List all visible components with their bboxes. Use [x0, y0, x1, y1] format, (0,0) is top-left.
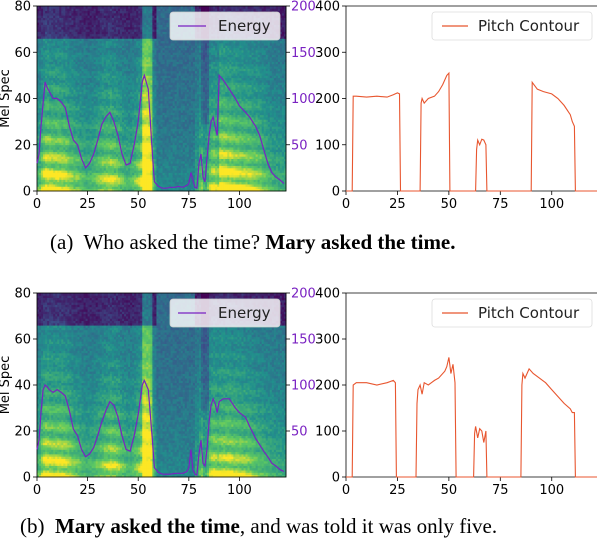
- mel-xtick-label: 50: [130, 483, 147, 498]
- caption-b-tail: , and was told it was only five.: [240, 514, 497, 538]
- pitch-legend-label: Pitch Contour: [478, 304, 580, 322]
- mel-ytick-label: 80: [14, 0, 31, 15]
- pitch-line-a: [346, 73, 597, 191]
- mel-xtick-label: 100: [227, 197, 252, 212]
- pitch-line-b: [346, 357, 597, 477]
- pitch-xtick-label: 25: [389, 483, 406, 498]
- pitch-xtick-label: 75: [492, 197, 509, 212]
- panel-a: 0 20 40 60 80 0 25 50 75 100 Mel Spec 50 100 150 200 En…: [0, 0, 597, 212]
- energy-ytick-label: 150: [291, 333, 316, 348]
- mel-ylabel: Mel Spec: [0, 356, 13, 415]
- pitch-ytick-label: 300: [315, 46, 340, 61]
- pitch-ytick-label: 0: [332, 471, 340, 486]
- pitch-ytick-label: 200: [315, 379, 340, 394]
- energy-ytick-label: 200: [291, 0, 316, 15]
- pitch-xtick-label: 75: [492, 483, 509, 498]
- pitch-xtick-label: 50: [441, 483, 458, 498]
- energy-ytick-label: 100: [291, 379, 316, 394]
- pitch-xtick-label: 100: [539, 483, 564, 498]
- mel-xtick-label: 25: [79, 483, 96, 498]
- pitch-xtick-label: 100: [539, 197, 564, 212]
- energy-legend-label: Energy: [218, 17, 271, 35]
- mel-ylabel: Mel Spec: [0, 69, 13, 128]
- mel-ytick-label: 0: [23, 185, 31, 200]
- mel-ytick-label: 40: [14, 379, 31, 394]
- energy-legend-label: Energy: [218, 304, 271, 322]
- caption-a-bold: Mary asked the time.: [265, 230, 455, 254]
- pitch-xtick-label: 0: [342, 483, 350, 498]
- pitch-ytick-label: 0: [332, 185, 340, 200]
- pitch-ytick-label: 100: [315, 138, 340, 153]
- mel-ytick-label: 20: [14, 138, 31, 153]
- pitch-xtick-label: 50: [441, 197, 458, 212]
- mel-xtick-label: 75: [181, 197, 198, 212]
- caption-a: (a) Who asked the time? Mary asked the t…: [50, 230, 456, 255]
- energy-ytick-label: 50: [291, 138, 308, 153]
- energy-ytick-label: 150: [291, 46, 316, 61]
- mel-ytick-label: 60: [14, 333, 31, 348]
- pitch-ytick-label: 200: [315, 92, 340, 107]
- mel-ytick-label: 40: [14, 92, 31, 107]
- caption-a-label: (a): [50, 230, 73, 254]
- mel-xtick-label: 0: [33, 483, 41, 498]
- pitch-xtick-label: 25: [389, 197, 406, 212]
- caption-b: (b) Mary asked the time, and was told it…: [20, 514, 497, 539]
- pitch-ytick-label: 400: [315, 0, 340, 15]
- mel-xtick-label: 50: [130, 197, 147, 212]
- pitch-legend-label: Pitch Contour: [478, 17, 580, 35]
- mel-xtick-label: 75: [181, 483, 198, 498]
- panel-b: 0 20 40 60 80 0 25 50 75 100 Mel Spec 50 100 150 200 En…: [0, 287, 597, 499]
- energy-ytick-label: 100: [291, 92, 316, 107]
- mel-xtick-label: 0: [33, 197, 41, 212]
- mel-ytick-label: 80: [14, 287, 31, 302]
- pitch-ytick-label: 400: [315, 287, 340, 302]
- mel-ytick-label: 60: [14, 46, 31, 61]
- pitch-ytick-label: 100: [315, 425, 340, 440]
- mel-xtick-label: 25: [79, 197, 96, 212]
- mel-xtick-label: 100: [227, 483, 252, 498]
- energy-ytick-label: 50: [291, 425, 308, 440]
- caption-b-bold: Mary asked the time: [55, 514, 240, 538]
- caption-b-label: (b): [20, 514, 45, 538]
- energy-ytick-label: 200: [291, 287, 316, 302]
- mel-ytick-label: 0: [23, 471, 31, 486]
- pitch-xtick-label: 0: [342, 197, 350, 212]
- caption-a-text: Who asked the time?: [83, 230, 265, 254]
- mel-ytick-label: 20: [14, 425, 31, 440]
- pitch-ytick-label: 300: [315, 333, 340, 348]
